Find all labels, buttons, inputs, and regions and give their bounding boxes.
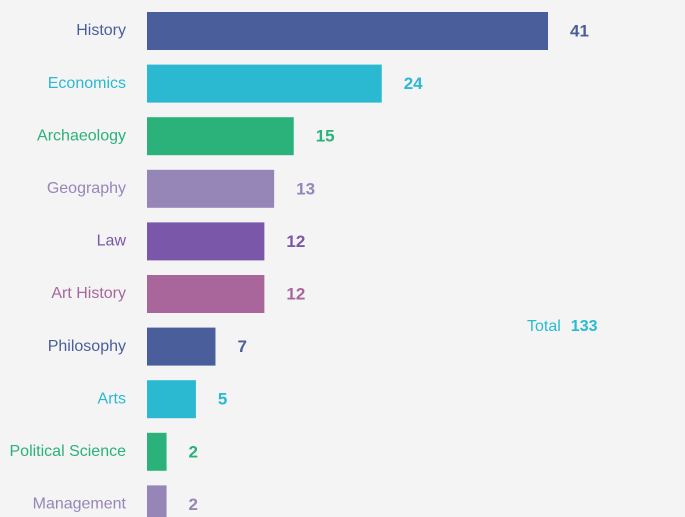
bar — [147, 222, 265, 261]
value-label: 13 — [296, 179, 315, 198]
category-label: Archaeology — [37, 127, 126, 144]
category-label: Geography — [47, 180, 126, 197]
category-label: Management — [33, 496, 127, 513]
category-label: Arts — [98, 390, 126, 407]
bar — [147, 169, 275, 208]
value-label: 2 — [189, 495, 198, 514]
bar — [147, 275, 265, 313]
total-label: Total — [527, 318, 561, 335]
bar — [147, 327, 216, 366]
category-label: Economics — [48, 75, 126, 92]
bar — [147, 380, 196, 419]
value-label: 24 — [404, 74, 423, 93]
value-label: 41 — [570, 21, 589, 40]
category-label: Philosophy — [48, 338, 126, 355]
value-label: 15 — [316, 127, 335, 146]
bar — [147, 64, 382, 103]
value-label: 5 — [218, 390, 227, 409]
bar — [147, 432, 167, 471]
bar — [147, 117, 294, 156]
value-label: 7 — [237, 337, 246, 356]
category-label: Law — [97, 233, 127, 250]
category-label: Art History — [51, 285, 126, 302]
category-label: History — [76, 22, 126, 39]
bar — [147, 12, 548, 50]
value-label: 12 — [286, 232, 305, 251]
total-value: 133 — [571, 318, 598, 335]
value-label: 12 — [286, 284, 305, 303]
category-label: Political Science — [10, 443, 127, 460]
total: Total 133 — [527, 318, 598, 335]
bar — [147, 485, 167, 517]
value-label: 2 — [189, 442, 198, 461]
